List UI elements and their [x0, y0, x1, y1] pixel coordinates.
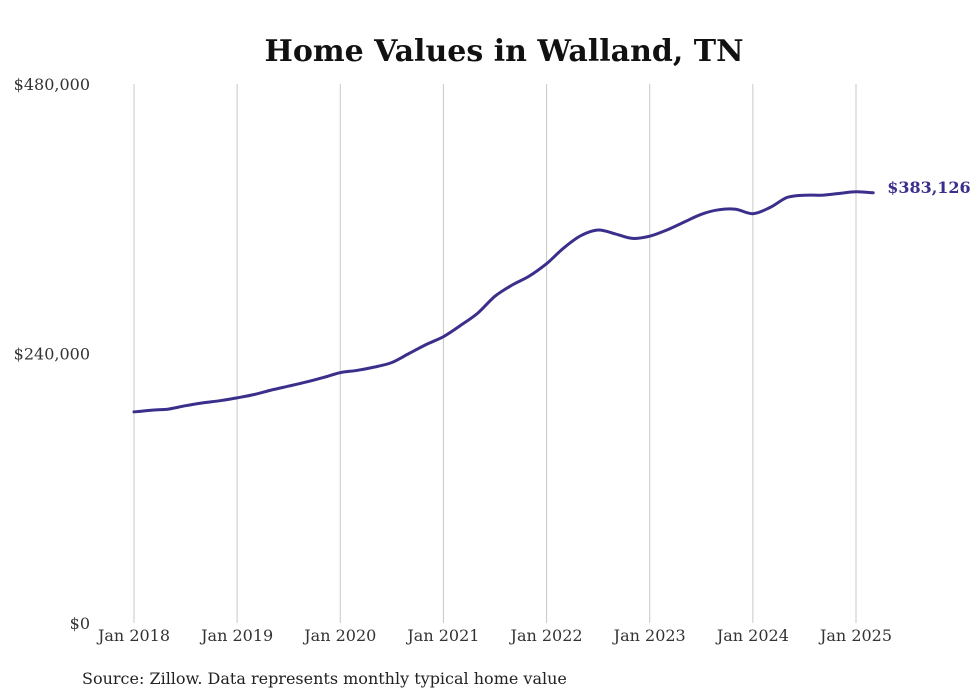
series-line-0	[132, 190, 875, 414]
x-tick-label: Jan 2019	[199, 626, 273, 645]
y-tick-label: $0	[70, 614, 90, 633]
x-axis-ticks: Jan 2018 Jan 2019 Jan 2020 Jan 2021 Jan 2022…	[96, 626, 892, 645]
series-layer: $383,126	[132, 178, 971, 414]
chart-title: Home Values in Walland, TN	[264, 34, 743, 69]
grid-lines	[133, 84, 857, 623]
x-tick-label: Jan 2022	[509, 626, 583, 645]
y-tick-label: $480,000	[14, 75, 90, 94]
x-tick-label: Jan 2023	[612, 626, 686, 645]
series-end-label: $383,126	[887, 178, 971, 197]
x-tick-label: Jan 2020	[302, 626, 376, 645]
x-tick-label: Jan 2021	[405, 626, 479, 645]
y-tick-label: $240,000	[14, 345, 90, 364]
x-tick-label: Jan 2018	[96, 626, 170, 645]
y-axis-ticks: $0 $240,000 $480,000	[14, 75, 90, 633]
x-tick-label: Jan 2025	[818, 626, 892, 645]
source-note: Source: Zillow. Data represents monthly …	[82, 669, 567, 688]
x-tick-label: Jan 2024	[715, 626, 789, 645]
